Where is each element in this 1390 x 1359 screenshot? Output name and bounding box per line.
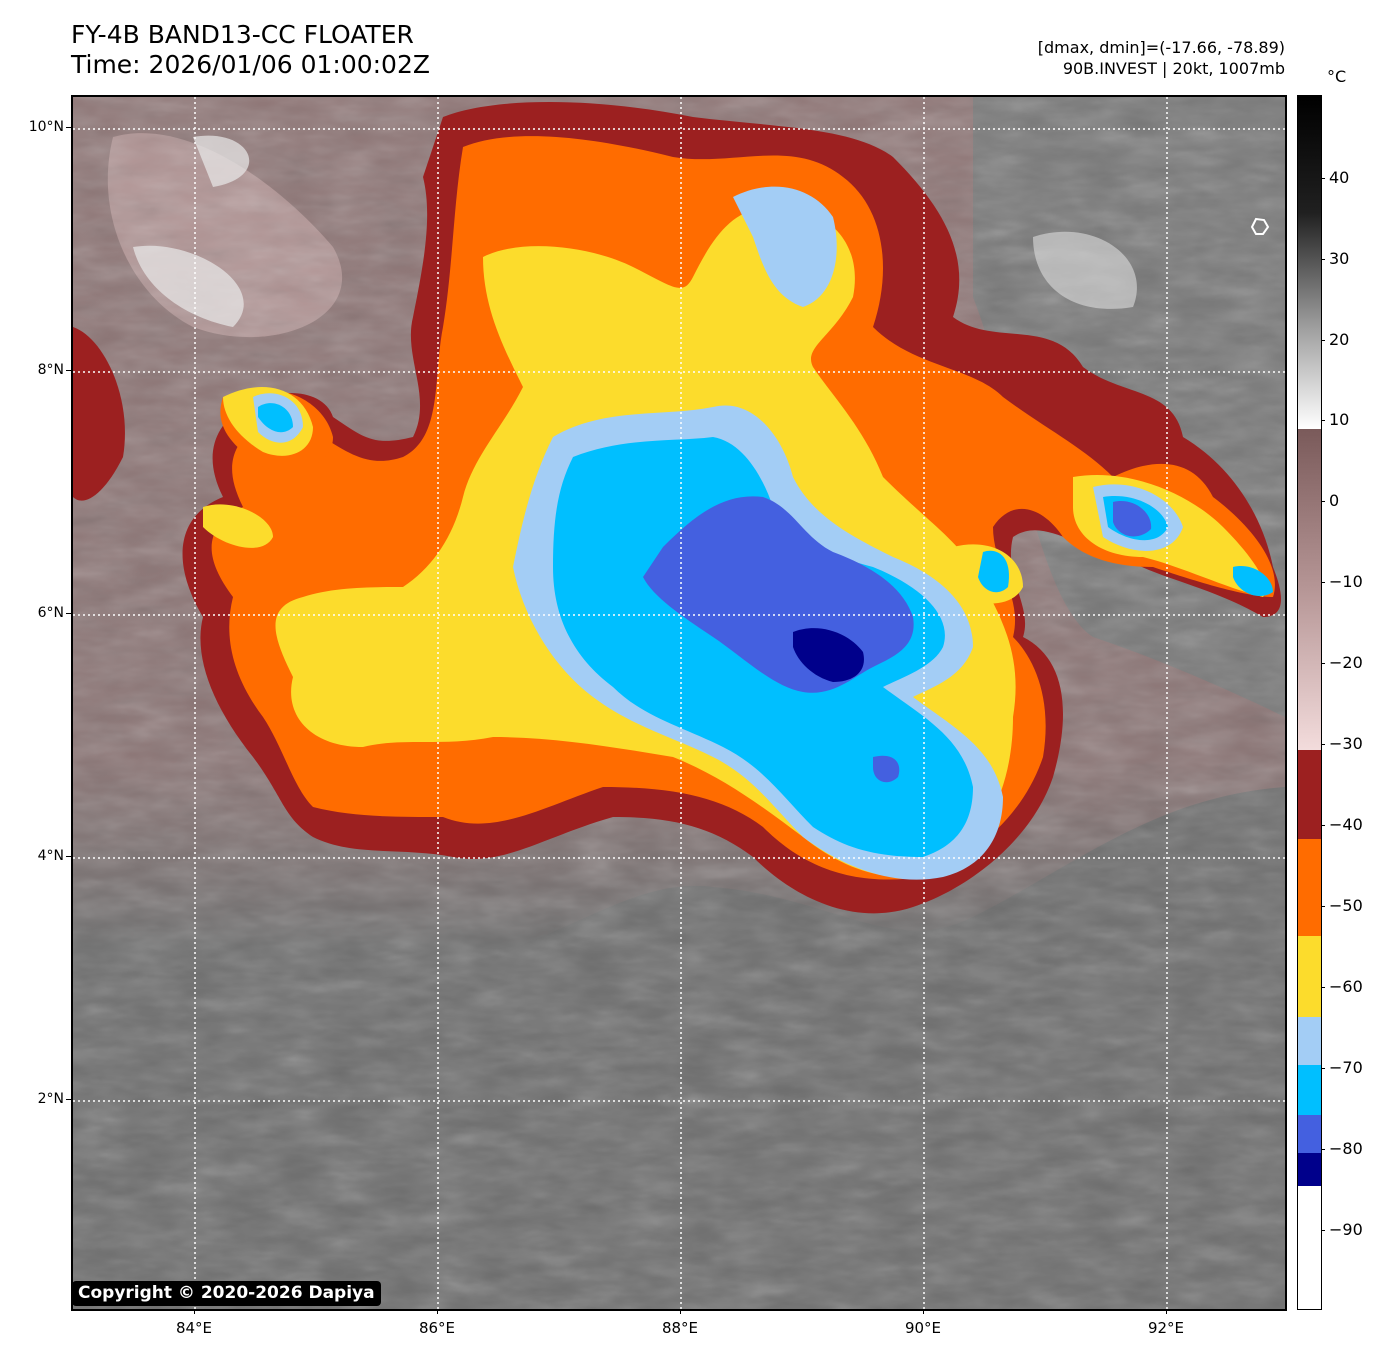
- lon-label-90e: 90°E: [904, 1319, 942, 1337]
- lon-tick: [194, 1309, 195, 1314]
- colorbar-tick-minus20: −20: [1329, 653, 1363, 672]
- colorbar-tick-mark: [1321, 1230, 1325, 1231]
- image-title: FY-4B BAND13-CC FLOATER: [71, 20, 414, 49]
- colorbar-tick-20: 20: [1329, 330, 1350, 349]
- lat-tick: [66, 370, 71, 371]
- colorbar-tick-minus70: −70: [1329, 1058, 1363, 1077]
- lon-label-86e: 86°E: [418, 1319, 456, 1337]
- colorbar-tick-40: 40: [1329, 168, 1350, 187]
- colorbar-tick-minus80: −80: [1329, 1139, 1363, 1158]
- colorbar-tick-mark: [1321, 340, 1325, 341]
- colorbar-tick-mark: [1321, 825, 1325, 826]
- lon-tick: [437, 1309, 438, 1314]
- lon-label-88e: 88°E: [661, 1319, 699, 1337]
- colorbar-tick-mark: [1321, 744, 1325, 745]
- lon-label-92e: 92°E: [1147, 1319, 1185, 1337]
- storm-center-icon: [1250, 217, 1270, 235]
- lat-tick: [66, 127, 71, 128]
- temperature-colorbar: [1297, 95, 1322, 1310]
- colorbar-tick-30: 30: [1329, 249, 1350, 268]
- colorbar-tick-mark: [1321, 501, 1325, 502]
- lat-label-10n: 10°N: [28, 119, 64, 135]
- lat-tick: [66, 1099, 71, 1100]
- colorbar-tick-minus90: −90: [1329, 1220, 1363, 1239]
- colorbar-tick-10: 10: [1329, 410, 1350, 429]
- colorbar-tick-0: 0: [1329, 491, 1340, 510]
- colorbar-tick-minus50: −50: [1329, 896, 1363, 915]
- colorbar-tick-mark: [1321, 178, 1325, 179]
- colorbar-tick-mark: [1321, 420, 1325, 421]
- lon-tick: [1166, 1309, 1167, 1314]
- lat-label-2n: 2°N: [37, 1091, 64, 1107]
- colorbar-tick-mark: [1321, 582, 1325, 583]
- lat-label-4n: 4°N: [37, 848, 64, 864]
- lat-label-8n: 8°N: [37, 362, 64, 378]
- satellite-ir-image: [71, 95, 1287, 1311]
- colorbar-unit: °C: [1327, 67, 1347, 86]
- copyright-notice: Copyright © 2020-2026 Dapiya: [72, 1281, 381, 1306]
- colorbar-tick-mark: [1321, 906, 1325, 907]
- colorbar-tick-minus40: −40: [1329, 815, 1363, 834]
- colorbar-tick-minus10: −10: [1329, 572, 1363, 591]
- storm-info: 90B.INVEST | 20kt, 1007mb: [1062, 59, 1285, 78]
- colorbar-tick-mark: [1321, 259, 1325, 260]
- temperature-range: [dmax, dmin]=(-17.66, -78.89): [1037, 38, 1285, 57]
- colorbar-tick-minus30: −30: [1329, 734, 1363, 753]
- lat-label-6n: 6°N: [37, 605, 64, 621]
- colorbar-tick-mark: [1321, 1149, 1325, 1150]
- colorbar-tick-mark: [1321, 663, 1325, 664]
- colorbar-tick-minus60: −60: [1329, 977, 1363, 996]
- colorbar-tick-mark: [1321, 987, 1325, 988]
- colorbar-tick-mark: [1321, 1068, 1325, 1069]
- image-timestamp: Time: 2026/01/06 01:00:02Z: [71, 50, 430, 79]
- lat-tick: [66, 856, 71, 857]
- lat-tick: [66, 613, 71, 614]
- lon-label-84e: 84°E: [175, 1319, 213, 1337]
- lon-tick: [680, 1309, 681, 1314]
- lon-tick: [923, 1309, 924, 1314]
